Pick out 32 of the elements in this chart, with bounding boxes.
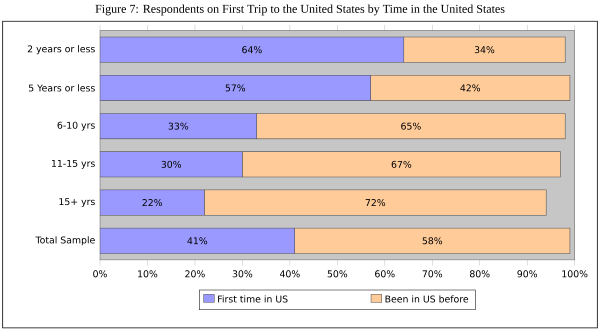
data-label: 41% — [187, 237, 208, 245]
x-tick-label: 20% — [185, 270, 205, 278]
x-tick-label: 10% — [138, 270, 158, 278]
data-label: 30% — [162, 161, 182, 168]
y-tick-label: 2 years or less — [28, 45, 95, 54]
x-tick-label: 100% — [562, 270, 588, 278]
y-tick-label: Total Sample — [36, 236, 95, 246]
y-tick-label: 5 Years or less — [28, 84, 95, 92]
chart-title: Figure 7: Respondents on First Trip to the United States by Time in the United States — [95, 4, 505, 16]
data-label: 58% — [422, 237, 442, 245]
x-tick-label: 60% — [375, 270, 395, 278]
data-label: 72% — [366, 199, 386, 206]
data-label: 57% — [226, 84, 246, 92]
x-tick-label: 30% — [232, 270, 252, 278]
data-label: 65% — [401, 122, 421, 130]
data-label: 42% — [460, 84, 480, 92]
x-tick-label: 40% — [280, 270, 300, 278]
data-label: 33% — [168, 122, 188, 130]
x-tick-label: 70% — [422, 270, 442, 278]
y-tick-label: 11-15 yrs — [52, 160, 95, 169]
legend-label: First time in US — [218, 296, 288, 303]
data-label: 22% — [142, 199, 162, 206]
data-label: 34% — [474, 46, 494, 54]
x-tick-label: 50% — [328, 270, 348, 278]
data-label: 67% — [392, 161, 412, 168]
y-tick-label: 6-10 yrs — [58, 122, 95, 131]
legend-label: Been in US before — [386, 296, 468, 303]
x-tick-label: 0% — [93, 270, 107, 278]
data-label: 64% — [242, 46, 262, 54]
x-tick-label: 80% — [470, 270, 490, 278]
y-tick-label: 15+ yrs — [59, 198, 95, 208]
x-tick-label: 90% — [517, 270, 538, 278]
